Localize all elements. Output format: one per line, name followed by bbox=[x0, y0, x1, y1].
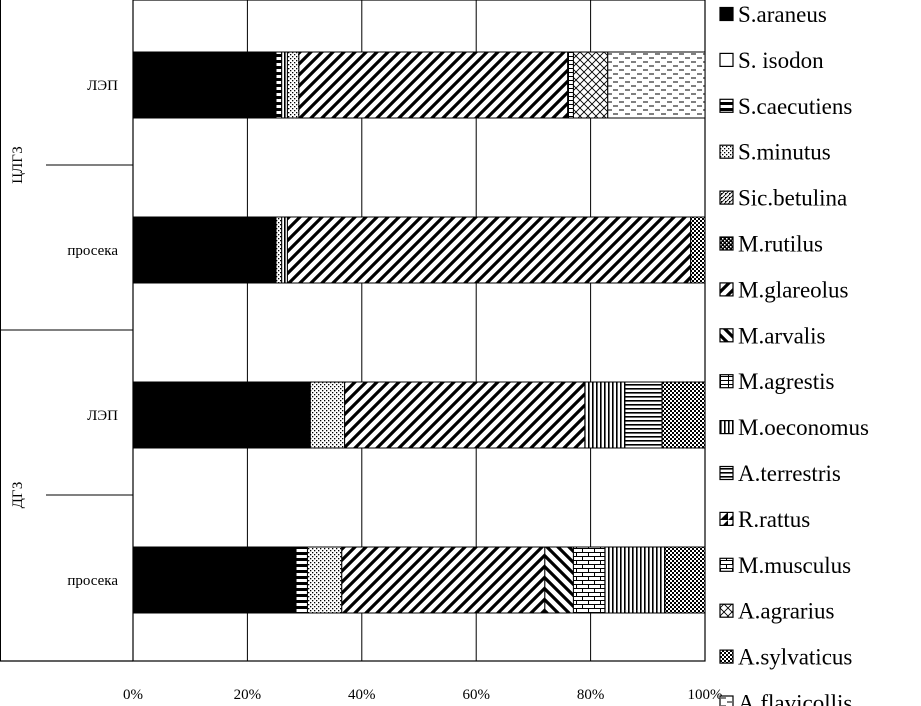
bar-segment bbox=[132, 381, 311, 449]
legend-swatch bbox=[719, 328, 734, 343]
bar-segment bbox=[132, 216, 277, 284]
legend-label: A.terrestris bbox=[738, 461, 841, 486]
legend-swatch bbox=[719, 52, 734, 68]
legend-label: A.flavicollis bbox=[738, 691, 852, 706]
x-axis-ticks: 0% 20% 40% 60% 80% 100% bbox=[123, 687, 723, 703]
legend-label: A.agrarius bbox=[738, 599, 834, 624]
bar-segment bbox=[341, 546, 546, 614]
bar-segment bbox=[286, 216, 692, 284]
bar-segment bbox=[344, 381, 586, 449]
legend-label: M.arvalis bbox=[738, 323, 826, 348]
x-tick-label: 20% bbox=[234, 687, 262, 703]
legend-item: S.minutus bbox=[719, 140, 831, 165]
legend-label: Sic.betulina bbox=[738, 186, 847, 211]
bar-segment bbox=[275, 51, 283, 119]
bar-segment bbox=[132, 546, 297, 614]
legend: S.araneus S. isodon S.caecutiens S.minutus S… bbox=[719, 2, 869, 706]
legend-item: A.terrestris bbox=[719, 461, 841, 486]
legend-label: M.rutilus bbox=[738, 232, 823, 257]
category-label: просека bbox=[67, 243, 118, 259]
legend-item: M.glareolus bbox=[719, 277, 849, 302]
legend-swatch bbox=[719, 649, 734, 664]
legend-label: S. isodon bbox=[738, 48, 824, 73]
legend-swatch bbox=[719, 420, 734, 435]
bar-segment bbox=[661, 381, 706, 449]
x-tick-label: 60% bbox=[462, 687, 490, 703]
legend-label: S.caecutiens bbox=[738, 94, 852, 119]
legend-swatch bbox=[719, 603, 734, 618]
bar-segment bbox=[624, 381, 663, 449]
legend-swatch bbox=[719, 511, 734, 527]
bar-segment bbox=[281, 51, 288, 119]
category-label: ЛЭП bbox=[87, 78, 118, 94]
x-tick-label: 100% bbox=[688, 687, 723, 703]
bars bbox=[132, 51, 706, 614]
legend-label: M.agrestis bbox=[738, 369, 835, 394]
legend-label: S.minutus bbox=[738, 140, 831, 165]
legend-label: S.araneus bbox=[738, 2, 827, 27]
legend-item: R.rattus bbox=[719, 507, 810, 532]
legend-swatch bbox=[719, 465, 734, 481]
legend-swatch bbox=[719, 695, 734, 706]
bar-segment bbox=[664, 546, 706, 614]
bar-segment bbox=[604, 546, 666, 614]
bar-segment bbox=[607, 51, 706, 119]
group-label: ЦЛГЗ bbox=[10, 146, 26, 184]
category-label: просека bbox=[67, 573, 118, 589]
bar-segment bbox=[572, 546, 606, 614]
bar-segment bbox=[306, 546, 343, 614]
legend-item: M.agrestis bbox=[719, 369, 835, 394]
legend-item: Sic.betulina bbox=[719, 186, 847, 211]
legend-swatch bbox=[719, 282, 734, 297]
bar-segment bbox=[309, 381, 346, 449]
legend-label: A.sylvaticus bbox=[738, 645, 852, 670]
legend-item: M.oeconomus bbox=[719, 415, 869, 440]
legend-item: A.sylvaticus bbox=[719, 645, 852, 670]
legend-item: S. isodon bbox=[719, 48, 824, 73]
legend-swatch bbox=[719, 144, 734, 159]
legend-label: M.oeconomus bbox=[738, 415, 869, 440]
x-tick-label: 80% bbox=[577, 687, 605, 703]
category-label: ЛЭП bbox=[87, 408, 118, 424]
legend-item: A.flavicollis bbox=[719, 691, 852, 706]
bar-segment bbox=[572, 51, 609, 119]
x-tick-label: 40% bbox=[348, 687, 376, 703]
bar-segment bbox=[275, 216, 283, 284]
legend-label: M.glareolus bbox=[738, 277, 849, 302]
legend-label: R.rattus bbox=[738, 507, 810, 532]
legend-swatch bbox=[719, 374, 734, 389]
bar-segment bbox=[286, 51, 300, 119]
legend-swatch bbox=[719, 98, 734, 113]
bar-segment bbox=[584, 381, 626, 449]
legend-item: M.arvalis bbox=[719, 323, 826, 348]
legend-item: S.caecutiens bbox=[719, 94, 852, 119]
legend-swatch bbox=[719, 6, 734, 22]
bar-segment bbox=[132, 51, 277, 119]
category-axis: ЛЭП просека ЛЭП просека ЦЛГЗ ДГЗ bbox=[0, 78, 133, 589]
bar-segment bbox=[295, 546, 308, 614]
bar-segment bbox=[690, 216, 706, 284]
bar-segment bbox=[298, 51, 569, 119]
legend-label: M.musculus bbox=[738, 553, 851, 578]
bar-segment bbox=[544, 546, 574, 614]
legend-item: M.musculus bbox=[719, 553, 851, 578]
legend-swatch bbox=[719, 236, 734, 251]
legend-item: M.rutilus bbox=[719, 232, 823, 257]
legend-item: A.agrarius bbox=[719, 599, 834, 624]
group-label: ДГЗ bbox=[10, 482, 26, 509]
bar-segment bbox=[281, 216, 288, 284]
legend-swatch bbox=[719, 557, 734, 572]
x-tick-label: 0% bbox=[123, 687, 143, 703]
legend-swatch bbox=[719, 190, 734, 205]
legend-item: S.araneus bbox=[719, 2, 827, 27]
bar-segment bbox=[567, 51, 574, 119]
